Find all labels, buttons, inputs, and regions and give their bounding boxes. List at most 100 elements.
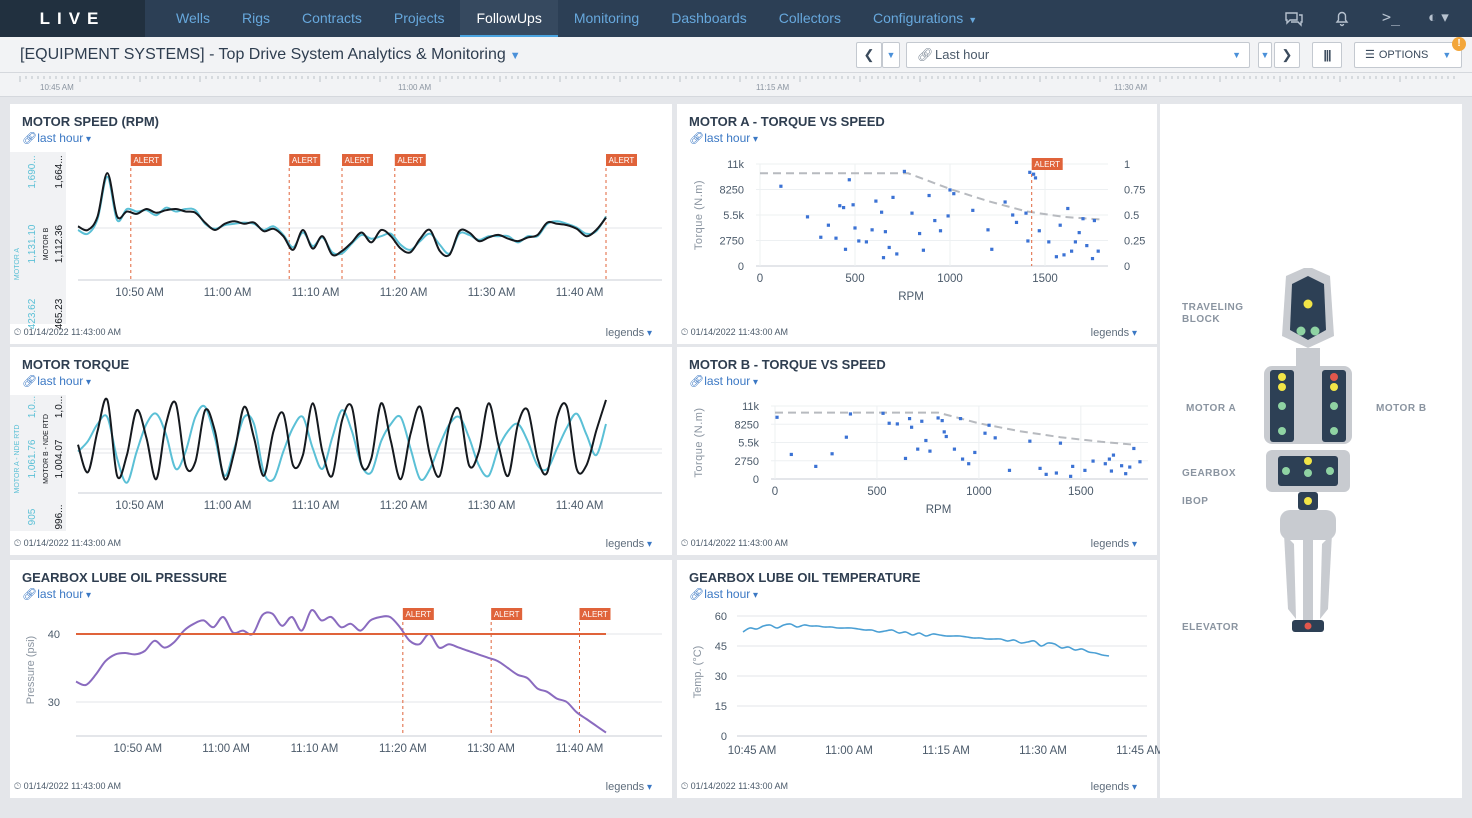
x-tick-label: 500 <box>867 486 886 498</box>
alert-badge <box>1031 158 1063 170</box>
y-tick-label: 0 <box>738 261 744 273</box>
lube-temperature-chart[interactable]: 0 15 30 45 60 10:45 AM 11:00 AM 11:15 AM 11:30 A… <box>677 600 1164 780</box>
bell-icon[interactable] <box>1334 9 1350 27</box>
motor-b-scatter-chart[interactable]: 0 2750 5.5k 8250 11k 0 500 1000 1500 RPM Torque (N… <box>677 387 1157 537</box>
page-title[interactable]: [EQUIPMENT SYSTEMS] - Top Drive System A… <box>20 46 521 64</box>
panel-title: MOTOR A - TORQUE VS SPEED <box>689 114 885 129</box>
nav-item-projects[interactable]: Projects <box>393 10 445 26</box>
x-tick-label: 1500 <box>1068 486 1094 498</box>
data-point <box>936 416 940 420</box>
timeline-strip[interactable]: 10:45 AM 11:00 AM 11:15 AM 11:30 AM <box>0 73 1472 97</box>
motor-a-axis-tick: 905 <box>27 508 38 525</box>
status-light <box>1304 469 1312 477</box>
data-point <box>789 452 793 457</box>
next-range-button[interactable]: ❯ <box>1274 42 1300 68</box>
range-link-text: last hour <box>704 131 751 145</box>
motor-speed-chart[interactable]: 10:50 AM 11:00 AM 11:10 AM 11:20 AM 11:30 AM… <box>10 144 672 329</box>
status-light <box>1326 467 1334 475</box>
alert-badge <box>342 154 373 166</box>
data-point <box>864 240 868 244</box>
lube-pressure-chart[interactable]: 10:50 AM 11:00 AM 11:10 AM 11:20 AM 11:30 AM… <box>10 600 672 780</box>
y-tick-label: 11k <box>727 159 744 171</box>
data-point <box>1073 240 1077 244</box>
dashboard-toolbar: [EQUIPMENT SYSTEMS] - Top Drive System A… <box>0 37 1472 73</box>
data-point <box>848 412 853 416</box>
nav-item-rigs[interactable]: Rigs <box>241 10 270 26</box>
panel-title: GEARBOX LUBE OIL PRESSURE <box>22 570 227 585</box>
motor-torque-chart[interactable]: 10:50 AM 11:00 AM 11:10 AM 11:20 AM 11:30 AM… <box>10 387 672 537</box>
data-point <box>826 223 830 227</box>
time-range-select[interactable]: 🔗︎ Last hour ▼ <box>906 42 1250 68</box>
chevron-down-icon: ▼ <box>509 50 521 62</box>
x-tick-label: 1000 <box>966 486 992 498</box>
series-axis-name: MOTOR A <box>14 248 21 280</box>
legends-toggle[interactable]: legends <box>606 327 652 339</box>
link-icon: 🔗︎ <box>22 131 38 145</box>
nav-item-contracts[interactable]: Contracts <box>301 10 362 26</box>
legends-toggle[interactable]: legends <box>1091 327 1137 339</box>
data-point <box>1011 213 1015 217</box>
motor-b-axis-tick: 1,112.36 <box>54 224 65 263</box>
motor-torque-panel: MOTOR TORQUE 🔗︎last hour 10:50 AM 11:00 A… <box>10 347 672 555</box>
data-point <box>946 214 950 218</box>
alert-badge-label: ALERT <box>345 156 371 165</box>
range-link[interactable]: 🔗︎last hour <box>22 374 91 388</box>
nav-item-configurations[interactable]: Configurations ▼ <box>857 0 993 37</box>
range-link[interactable]: 🔗︎last hour <box>689 374 758 388</box>
motor-a-scatter-chart[interactable]: 0 2750 5.5k 8250 11k 0 0.25 0.5 0.75 1 0 500 1000 150… <box>677 144 1157 324</box>
nav-item-followups[interactable]: FollowUps <box>460 0 558 37</box>
x-tick-label: 11:15 AM <box>922 745 970 757</box>
data-point <box>921 248 925 252</box>
range-link[interactable]: 🔗︎last hour <box>22 131 91 145</box>
terminal-icon[interactable]: >_ <box>1382 8 1401 26</box>
next-range-menu-button[interactable]: ▼ <box>1258 42 1272 68</box>
status-light <box>1330 402 1338 410</box>
x-axis-label: RPM <box>926 504 952 516</box>
label-elevator: ELEVATOR <box>1182 622 1239 633</box>
lube-oil-temperature-panel: GEARBOX LUBE OIL TEMPERATURE 🔗︎last hour… <box>677 560 1164 798</box>
user-menu-icon[interactable]: ◐ ▾ <box>1428 9 1449 26</box>
nav-item-collectors[interactable]: Collectors <box>778 10 841 26</box>
legends-toggle[interactable]: legends <box>1091 781 1137 793</box>
range-link[interactable]: 🔗︎last hour <box>689 587 758 601</box>
data-point <box>1083 468 1087 472</box>
previous-range-menu-button[interactable]: ▼ <box>882 42 900 68</box>
data-point <box>986 228 990 232</box>
nav-item-dashboards[interactable]: Dashboards <box>671 10 747 26</box>
status-light <box>1330 373 1338 381</box>
top-drive-diagram[interactable] <box>1160 104 1462 798</box>
data-point <box>967 462 971 466</box>
motor-b-axis-tick: 996... <box>54 504 65 529</box>
x-tick-label: 11:30 AM <box>467 743 515 755</box>
y-tick-label: 0 <box>753 474 759 486</box>
x-tick-label: 11:45 AM <box>1116 745 1164 757</box>
panel-footer: 🕒︎ 01/14/2022 11:43:00 AM <box>681 538 788 549</box>
range-link[interactable]: 🔗︎last hour <box>689 131 758 145</box>
range-link[interactable]: 🔗︎last hour <box>22 587 91 601</box>
nav-item-wells[interactable]: Wells <box>176 10 210 26</box>
y-tick-label: 0 <box>721 731 727 743</box>
chat-icon[interactable] <box>1284 10 1304 28</box>
panel-timestamp: 01/14/2022 11:43:00 AM <box>690 538 789 548</box>
timeline-label: 11:00 AM <box>398 83 432 92</box>
y-tick-label: 2750 <box>735 456 759 468</box>
warning-badge-icon[interactable]: ! <box>1452 37 1466 51</box>
options-button[interactable]: ☰ OPTIONS ▼ <box>1354 42 1462 68</box>
previous-range-button[interactable]: ❮ <box>856 42 882 68</box>
legends-toggle[interactable]: legends <box>1091 538 1137 550</box>
data-point <box>973 450 977 455</box>
link-icon: 🔗︎ <box>917 47 934 62</box>
legends-toggle[interactable]: legends <box>606 538 652 550</box>
nav-item-monitoring[interactable]: Monitoring <box>573 10 640 26</box>
gauge-view-icon[interactable]: ||| <box>1312 42 1342 68</box>
legends-toggle[interactable]: legends <box>606 781 652 793</box>
label-gearbox: GEARBOX <box>1182 468 1237 479</box>
data-point <box>928 449 932 453</box>
timeline-label: 10:45 AM <box>40 83 74 92</box>
alert-badge <box>606 154 637 166</box>
label-traveling-block: TRAVELING BLOCK <box>1182 302 1244 325</box>
motor-b-axis-tick: 1,664... <box>54 155 65 188</box>
app-logo[interactable]: LIVE <box>0 0 145 37</box>
data-point <box>1070 249 1074 253</box>
timeline-label: 11:15 AM <box>756 83 790 92</box>
